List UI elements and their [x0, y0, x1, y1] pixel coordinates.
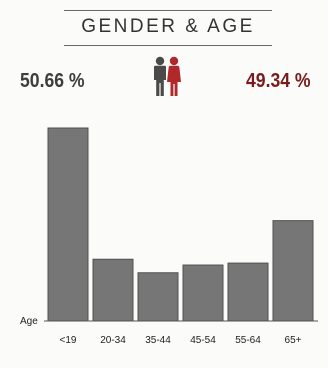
bar-5: [272, 220, 314, 322]
x-tick-label: 65+: [285, 335, 302, 346]
male-percentage: 50.66 %: [20, 70, 85, 92]
x-tick-label: <19: [60, 335, 77, 346]
x-axis-label: Age: [20, 316, 38, 327]
title-top-rule: [64, 10, 272, 11]
x-tick-label: 35-44: [145, 335, 171, 346]
title-bottom-rule: [64, 45, 272, 46]
female-person-icon: [167, 56, 181, 96]
gender-icons: [154, 56, 181, 96]
x-tick-label: 45-54: [190, 335, 216, 346]
male-person-icon: [154, 56, 166, 96]
x-tick-label: 20-34: [100, 335, 126, 346]
x-tick-label: 55-64: [235, 335, 261, 346]
bar-0: [47, 127, 89, 322]
page-title: GENDER & AGE: [81, 16, 255, 37]
female-percentage: 49.34 %: [246, 70, 311, 92]
bar-4: [227, 262, 269, 322]
bar-3: [182, 264, 224, 322]
bars-group: [47, 127, 314, 322]
bar-2: [137, 272, 179, 322]
bar-1: [92, 258, 134, 322]
tick-labels-group: <19 20-34 35-44 45-54 55-64 65+: [60, 335, 302, 346]
age-bar-chart: Age <19 20-34 35-44 45-54 55-64 65+: [20, 127, 318, 346]
